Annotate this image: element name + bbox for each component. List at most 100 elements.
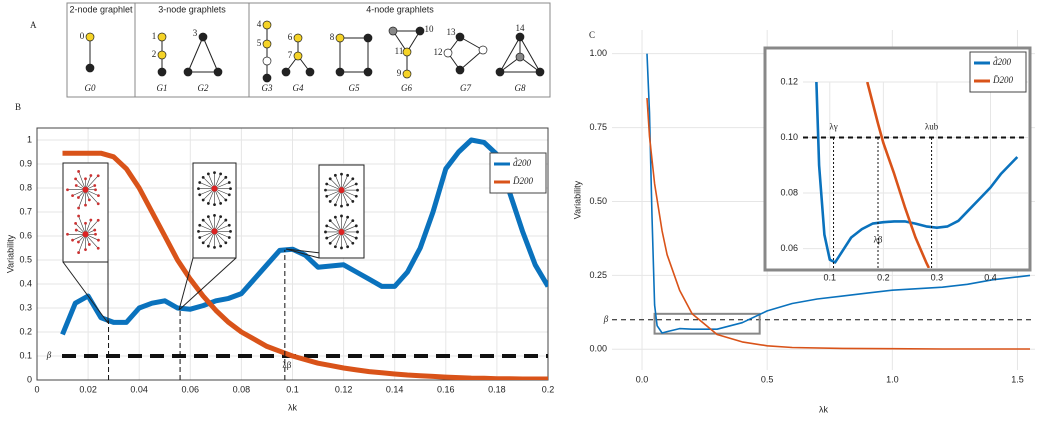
node-label: 9 (397, 68, 402, 78)
graphlet-node (495, 67, 505, 77)
network-edge (85, 234, 99, 249)
graphlet-node (402, 47, 412, 57)
network-node (328, 241, 332, 245)
series-line (646, 53, 1031, 334)
network-node (213, 246, 216, 249)
graphlet-node (293, 51, 303, 61)
network-node (328, 177, 332, 181)
graphlet-name: G3 (262, 83, 273, 93)
network-node (346, 245, 350, 249)
network-node (96, 202, 100, 206)
series-line (60, 137, 548, 336)
network-node (333, 173, 337, 177)
network-edge (78, 189, 86, 209)
x-tick-label: 1.0 (886, 374, 899, 384)
network-node (227, 236, 231, 239)
network-node (206, 244, 210, 248)
network-node (71, 194, 74, 198)
reference-label: λγ (829, 122, 837, 132)
x-tick-label: 0.16 (437, 384, 455, 394)
graphlet-node (363, 33, 373, 43)
node-label: 13 (447, 27, 457, 37)
network-node (219, 244, 223, 248)
network-edge (85, 175, 99, 190)
network-node (89, 174, 93, 177)
x-tick-label: 0.5 (761, 374, 774, 384)
network-node (346, 215, 350, 219)
network-node (94, 232, 97, 236)
graphlet-name: G2 (198, 83, 209, 93)
graphlet-node (363, 67, 373, 77)
graphlet-name: G7 (460, 83, 471, 93)
network-node (328, 219, 332, 223)
zoom-box (653, 312, 761, 335)
series-line (815, 82, 1019, 264)
y-tick-label: 0 (27, 374, 32, 384)
graphlet-node (85, 63, 95, 73)
node-label: 1 (152, 31, 157, 41)
network-node (229, 230, 232, 233)
panel-label: B (15, 102, 21, 112)
network-node (77, 240, 80, 244)
graphlet-edge (499, 36, 521, 73)
network-node (325, 194, 329, 198)
network-hub (82, 186, 89, 193)
y-tick-label: 1 (27, 134, 32, 144)
network-node (96, 218, 100, 222)
legend-label: d̂200 (513, 157, 532, 168)
network-node (198, 223, 202, 227)
network-node (93, 228, 97, 232)
network-node (227, 181, 231, 184)
node-label: 12 (434, 47, 443, 57)
network-node (66, 188, 69, 192)
y-tick-label: 0.00 (589, 344, 607, 354)
graphlet-node (478, 45, 488, 55)
graphlet-node (157, 32, 167, 42)
network-node (66, 232, 69, 236)
axes-box (36, 127, 549, 381)
graphlet-node (262, 56, 272, 66)
x-tick-label: 0.2 (877, 272, 890, 282)
network-edge (85, 220, 99, 235)
network-node (206, 215, 210, 219)
graphlet-node (262, 73, 272, 83)
network-node (324, 188, 327, 192)
network-node (206, 172, 210, 176)
network-node (340, 214, 343, 218)
network-node (201, 198, 205, 202)
y-tick-label: 0.12 (780, 76, 798, 86)
network-edge (78, 171, 86, 190)
graphlet-node (335, 33, 345, 43)
graphlet-node (213, 67, 223, 77)
inset-connector (285, 248, 320, 259)
graphlet-node (455, 65, 465, 75)
network-node (325, 224, 329, 228)
network-node (354, 194, 358, 198)
network-node (354, 224, 358, 228)
plot-area (60, 137, 548, 380)
graphlet-edge (519, 36, 541, 73)
x-axis-label: λk (288, 402, 298, 412)
network-node (346, 173, 350, 177)
network-node (197, 187, 200, 191)
plot-area (815, 82, 1019, 268)
legend-label: d̂200 (993, 56, 1012, 67)
network-node (333, 203, 337, 207)
x-tick-label: 0.1 (286, 384, 299, 394)
node-label: 4 (257, 19, 262, 29)
node-label: 14 (516, 23, 526, 33)
graphlet-node (443, 48, 453, 58)
group-title: 3-node graphlets (158, 4, 226, 14)
network-node (224, 241, 228, 245)
node-label: 10 (425, 24, 435, 34)
network-node (354, 182, 358, 186)
series-line (62, 150, 548, 380)
network-node (340, 204, 343, 208)
network-edge (78, 234, 86, 253)
graphlet-node (183, 67, 193, 77)
network-node (351, 241, 355, 245)
network-node (84, 248, 87, 252)
network-node (346, 203, 350, 207)
